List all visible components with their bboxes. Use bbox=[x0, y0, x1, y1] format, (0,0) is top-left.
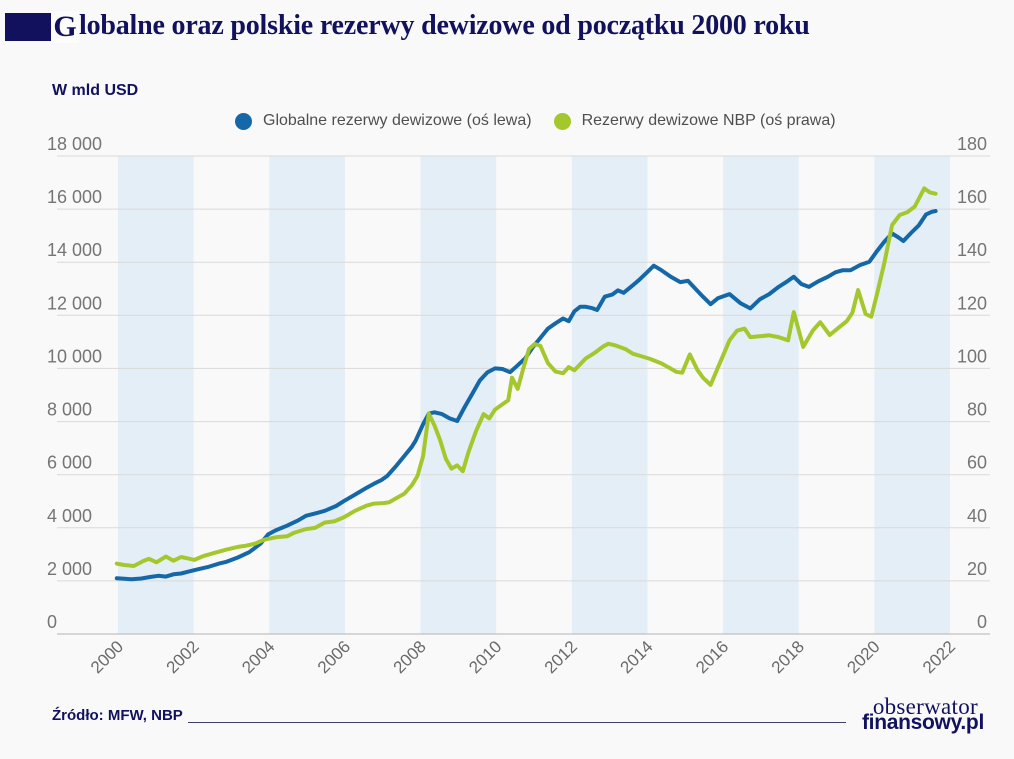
legend-dot-nbp-icon bbox=[553, 112, 571, 130]
y-axis-left-tick-label: 12 000 bbox=[47, 293, 102, 313]
plot-band bbox=[723, 156, 799, 634]
y-axis-left-tick-label: 18 000 bbox=[47, 134, 102, 154]
source-note: Źródło: MFW, NBP bbox=[52, 707, 183, 724]
y-axis-right-tick-label: 140 bbox=[957, 240, 987, 260]
title-text: lobalne oraz polskie rezerwy dewizowe od… bbox=[79, 10, 810, 41]
brand-logo-line2: finansowy.pl bbox=[861, 711, 984, 734]
y-axis-right-tick-label: 60 bbox=[967, 453, 987, 473]
legend-label-global: Globalne rezerwy dewizowe (oś lewa) bbox=[263, 112, 532, 129]
legend-label-nbp: Rezerwy dewizowe NBP (oś prawa) bbox=[581, 112, 836, 129]
y-axis-left-tick-label: 14 000 bbox=[47, 240, 102, 260]
page-title: G lobalne oraz polskie rezerwy dewizowe … bbox=[5, 6, 810, 46]
x-axis-tick-label: 2022 bbox=[919, 637, 959, 677]
x-axis-tick-label: 2014 bbox=[617, 637, 657, 677]
plot-band bbox=[420, 156, 497, 634]
x-axis-tick-label: 2004 bbox=[238, 637, 278, 677]
x-axis-tick-label: 2016 bbox=[692, 637, 732, 677]
plot-band bbox=[118, 156, 194, 634]
y-axis-left-tick-label: 16 000 bbox=[47, 187, 102, 207]
footer-divider bbox=[188, 722, 846, 723]
y-axis-right-tick-label: 120 bbox=[957, 293, 987, 313]
plot-band bbox=[571, 156, 648, 634]
x-axis-tick-label: 2006 bbox=[314, 637, 354, 677]
y-axis-right-tick-label: 180 bbox=[957, 134, 987, 154]
x-axis-tick-label: 2010 bbox=[465, 637, 505, 677]
series-line-nbp bbox=[114, 186, 938, 568]
title-accent-bar: G bbox=[5, 11, 79, 43]
y-axis-left-tick-label: 8 000 bbox=[47, 400, 92, 420]
x-axis-tick-label: 2002 bbox=[163, 637, 203, 677]
x-axis-tick-label: 2012 bbox=[541, 637, 581, 677]
axis-unit-label: W mld USD bbox=[52, 82, 139, 99]
y-axis-right-tick-label: 100 bbox=[957, 346, 987, 366]
chart-legend: Globalne rezerwy dewizowe (oś lewa) Reze… bbox=[235, 112, 836, 130]
brand-logo: obserwator finansowy.pl bbox=[861, 694, 984, 734]
legend-dot-global-icon bbox=[235, 112, 252, 130]
y-axis-right-tick-label: 80 bbox=[967, 400, 987, 420]
y-axis-left-tick-label: 6 000 bbox=[47, 453, 92, 473]
y-axis-left-tick-label: 0 bbox=[47, 612, 57, 632]
y-axis-right-tick-label: 20 bbox=[967, 559, 987, 579]
y-axis-left-tick-label: 4 000 bbox=[47, 506, 92, 526]
y-axis-right-tick-label: 0 bbox=[977, 612, 987, 632]
plot-band bbox=[269, 156, 345, 634]
brand-logo-line1: obserwator bbox=[872, 694, 978, 719]
y-axis-left-tick-label: 10 000 bbox=[47, 346, 102, 366]
x-axis-tick-label: 2020 bbox=[843, 637, 883, 677]
x-axis-tick-label: 2008 bbox=[390, 637, 430, 677]
x-axis-tick-label: 2018 bbox=[768, 637, 808, 677]
legend-item-nbp: Rezerwy dewizowe NBP (oś prawa) bbox=[553, 112, 836, 130]
series-line-global bbox=[114, 209, 938, 582]
y-axis-left-tick-label: 2 000 bbox=[47, 559, 92, 579]
y-axis-right-tick-label: 40 bbox=[967, 506, 987, 526]
legend-item-global: Globalne rezerwy dewizowe (oś lewa) bbox=[235, 112, 532, 130]
y-axis-right-tick-label: 160 bbox=[957, 187, 987, 207]
title-first-letter-box: G bbox=[51, 11, 79, 43]
plot-band bbox=[874, 156, 950, 634]
x-axis-tick-label: 2000 bbox=[87, 637, 127, 677]
title-first-letter: G bbox=[53, 10, 77, 43]
